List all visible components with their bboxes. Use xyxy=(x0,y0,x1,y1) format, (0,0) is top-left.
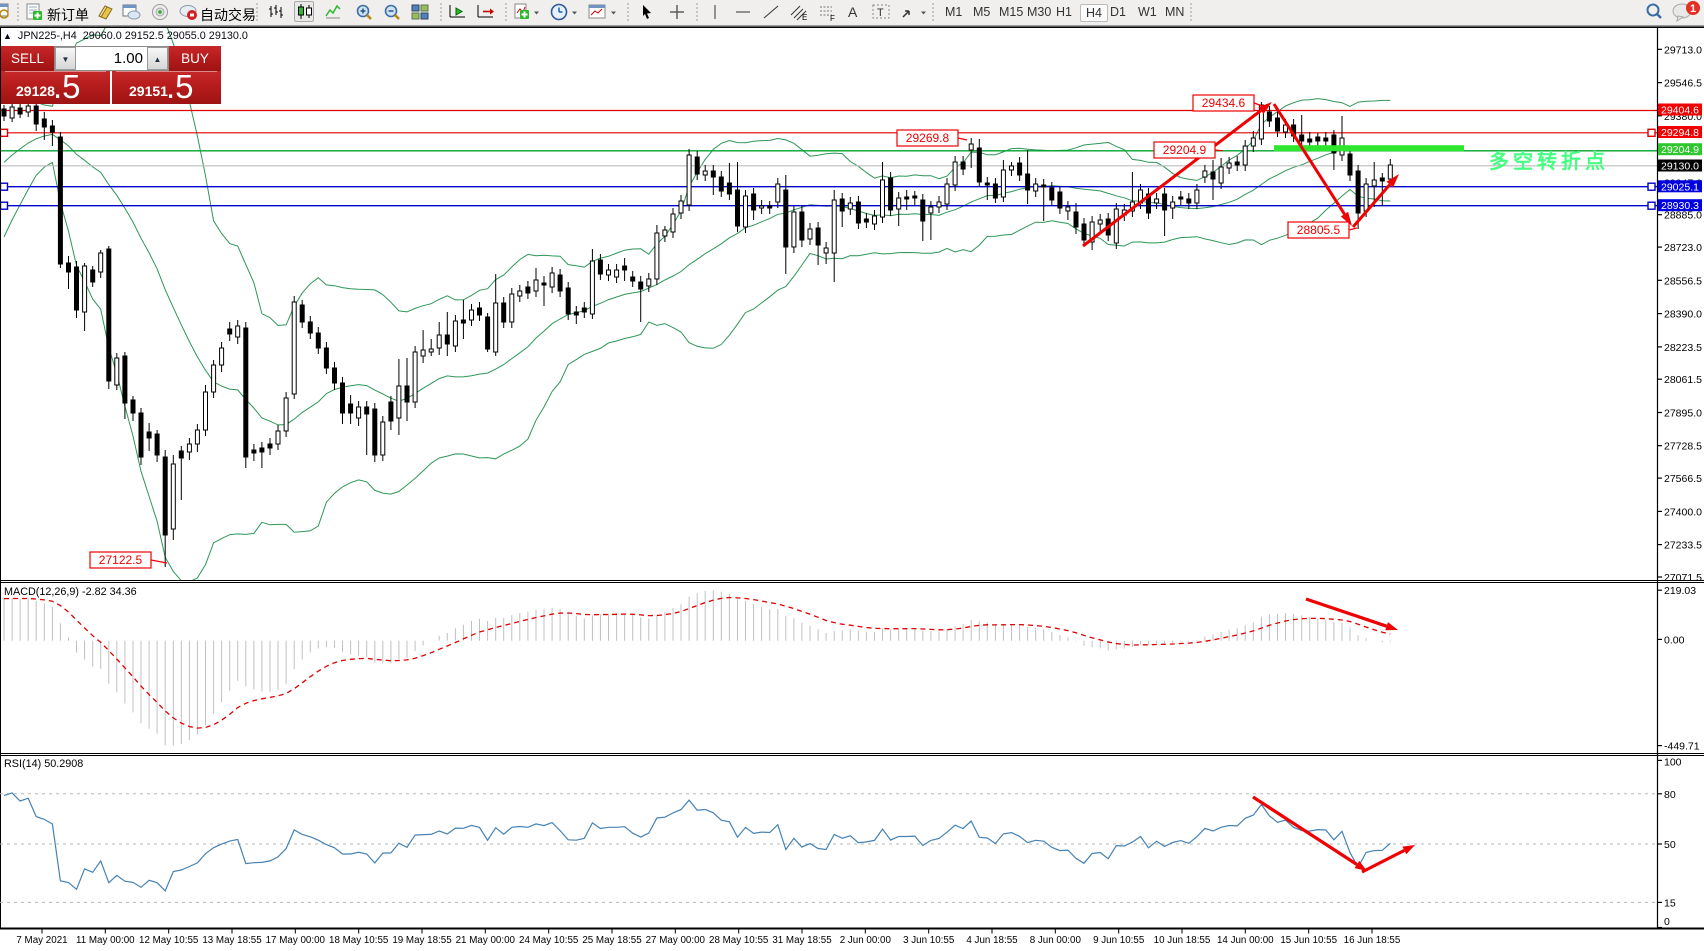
svg-text:17 May 00:00: 17 May 00:00 xyxy=(266,935,326,946)
svg-text:15 Jun 10:55: 15 Jun 10:55 xyxy=(1280,935,1337,946)
svg-text:100: 100 xyxy=(1664,757,1682,769)
svg-text:29434.6: 29434.6 xyxy=(1202,96,1246,110)
svg-text:80: 80 xyxy=(1664,789,1676,801)
svg-text:16 Jun 18:55: 16 Jun 18:55 xyxy=(1344,935,1401,946)
svg-text:27728.5: 27728.5 xyxy=(1664,441,1702,453)
svg-text:0: 0 xyxy=(1664,916,1670,928)
svg-text:29713.0: 29713.0 xyxy=(1664,44,1702,56)
svg-text:9 Jun 10:55: 9 Jun 10:55 xyxy=(1093,935,1145,946)
svg-text:28390.0: 28390.0 xyxy=(1664,309,1702,321)
svg-text:31 May 18:55: 31 May 18:55 xyxy=(772,935,832,946)
svg-text:28556.5: 28556.5 xyxy=(1664,275,1702,287)
svg-text:29025.1: 29025.1 xyxy=(1661,181,1699,193)
svg-text:27895.0: 27895.0 xyxy=(1664,408,1702,420)
svg-text:19 May 18:55: 19 May 18:55 xyxy=(392,935,452,946)
svg-text:MACD(12,26,9) -2.82 34.36: MACD(12,26,9) -2.82 34.36 xyxy=(4,586,137,598)
svg-text:28 May 10:55: 28 May 10:55 xyxy=(709,935,769,946)
svg-text:F: F xyxy=(830,14,835,21)
svg-text:29404.6: 29404.6 xyxy=(1661,105,1699,117)
svg-text:0.00: 0.00 xyxy=(1664,634,1685,646)
svg-text:多空转折点: 多空转折点 xyxy=(1489,149,1609,173)
svg-text:50: 50 xyxy=(1664,839,1676,851)
svg-text:18 May 10:55: 18 May 10:55 xyxy=(329,935,389,946)
svg-text:27233.5: 27233.5 xyxy=(1664,540,1702,552)
svg-text:RSI(14) 50.2908: RSI(14) 50.2908 xyxy=(4,758,83,770)
svg-text:29269.8: 29269.8 xyxy=(906,131,950,145)
svg-text:28885.0: 28885.0 xyxy=(1664,210,1702,222)
svg-text:28061.5: 28061.5 xyxy=(1664,374,1702,386)
svg-text:27 May 00:00: 27 May 00:00 xyxy=(646,935,706,946)
svg-text:3 Jun 10:55: 3 Jun 10:55 xyxy=(903,935,955,946)
svg-text:27566.5: 27566.5 xyxy=(1664,473,1702,485)
svg-text:7 May 2021: 7 May 2021 xyxy=(16,935,67,946)
svg-text:15: 15 xyxy=(1664,897,1676,909)
svg-text:13 May 18:55: 13 May 18:55 xyxy=(202,935,262,946)
svg-text:24 May 10:55: 24 May 10:55 xyxy=(519,935,579,946)
svg-text:28723.0: 28723.0 xyxy=(1664,242,1702,254)
svg-text:219.03: 219.03 xyxy=(1664,585,1696,597)
svg-text:28805.5: 28805.5 xyxy=(1297,223,1341,237)
svg-text:29204.9: 29204.9 xyxy=(1661,144,1699,156)
svg-text:21 May 00:00: 21 May 00:00 xyxy=(456,935,516,946)
svg-text:12 May 10:55: 12 May 10:55 xyxy=(139,935,199,946)
svg-text:27071.5: 27071.5 xyxy=(1664,572,1702,584)
svg-text:10 Jun 18:55: 10 Jun 18:55 xyxy=(1154,935,1211,946)
svg-text:29294.8: 29294.8 xyxy=(1661,127,1699,139)
svg-text:29546.5: 29546.5 xyxy=(1664,78,1702,90)
svg-text:27400.0: 27400.0 xyxy=(1664,506,1702,518)
svg-text:-449.71: -449.71 xyxy=(1664,741,1700,753)
svg-text:4 Jun 18:55: 4 Jun 18:55 xyxy=(966,935,1018,946)
svg-text:8 Jun 00:00: 8 Jun 00:00 xyxy=(1030,935,1082,946)
svg-text:14 Jun 00:00: 14 Jun 00:00 xyxy=(1217,935,1274,946)
svg-text:28223.5: 28223.5 xyxy=(1664,342,1702,354)
svg-text:E: E xyxy=(802,13,807,21)
svg-text:T: T xyxy=(877,7,884,19)
svg-text:11 May 00:00: 11 May 00:00 xyxy=(76,935,135,946)
svg-text:28930.3: 28930.3 xyxy=(1661,200,1699,212)
svg-text:2 Jun 00:00: 2 Jun 00:00 xyxy=(840,935,892,946)
svg-text:27122.5: 27122.5 xyxy=(99,553,143,567)
svg-text:1: 1 xyxy=(1690,3,1696,15)
svg-text:29204.9: 29204.9 xyxy=(1163,143,1207,157)
svg-text:25 May 18:55: 25 May 18:55 xyxy=(582,935,642,946)
svg-text:29130.0: 29130.0 xyxy=(1661,161,1699,173)
